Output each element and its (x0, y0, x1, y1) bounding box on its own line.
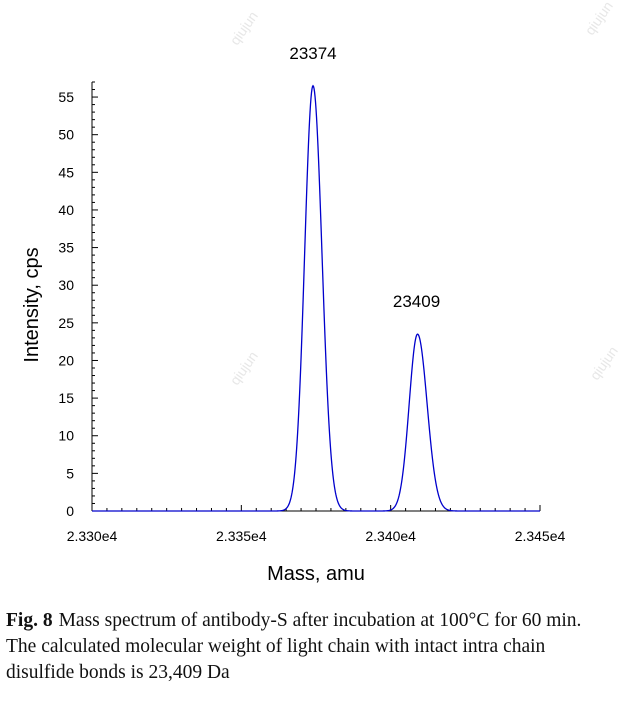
figure-caption-text: Mass spectrum of antibody-S after incuba… (6, 610, 582, 683)
y-tick-label: 55 (58, 89, 74, 105)
y-tick-label: 35 (58, 240, 74, 256)
y-axis-label: Intensity, cps (21, 247, 43, 362)
y-tick-label: 45 (58, 164, 74, 180)
figure-caption: Fig. 8 Mass spectrum of antibody-S after … (6, 608, 606, 686)
y-tick-label: 5 (66, 465, 74, 481)
y-tick-label: 15 (58, 390, 74, 406)
figure-label: Fig. 8 (6, 610, 53, 631)
x-axis-label: Mass, amu (267, 563, 365, 585)
y-tick-label: 50 (58, 127, 74, 143)
y-axis: 0 5 10 15 20 25 30 35 40 45 50 55 (58, 81, 98, 519)
y-tick-label: 0 (66, 503, 74, 519)
x-tick-label: 2.345e4 (515, 528, 566, 544)
mass-spectrum-chart: 0 5 10 15 20 25 30 35 40 45 50 55 2.330e4 2.335e4 2.3… (21, 44, 566, 585)
peak-label: 23374 (289, 44, 336, 63)
y-tick-label: 10 (58, 428, 74, 444)
x-tick-label: 2.330e4 (67, 528, 118, 544)
spectrum-line (92, 84, 540, 512)
y-tick-label: 20 (58, 352, 74, 368)
y-tick-label: 40 (58, 202, 74, 218)
y-tick-label: 25 (58, 315, 74, 331)
peak-label: 23409 (393, 292, 440, 311)
peak-annotations: 23374 23409 (289, 44, 440, 311)
y-tick-label: 30 (58, 277, 74, 293)
x-tick-label: 2.340e4 (365, 528, 416, 544)
x-tick-label: 2.335e4 (216, 528, 267, 544)
series-group (92, 84, 540, 512)
